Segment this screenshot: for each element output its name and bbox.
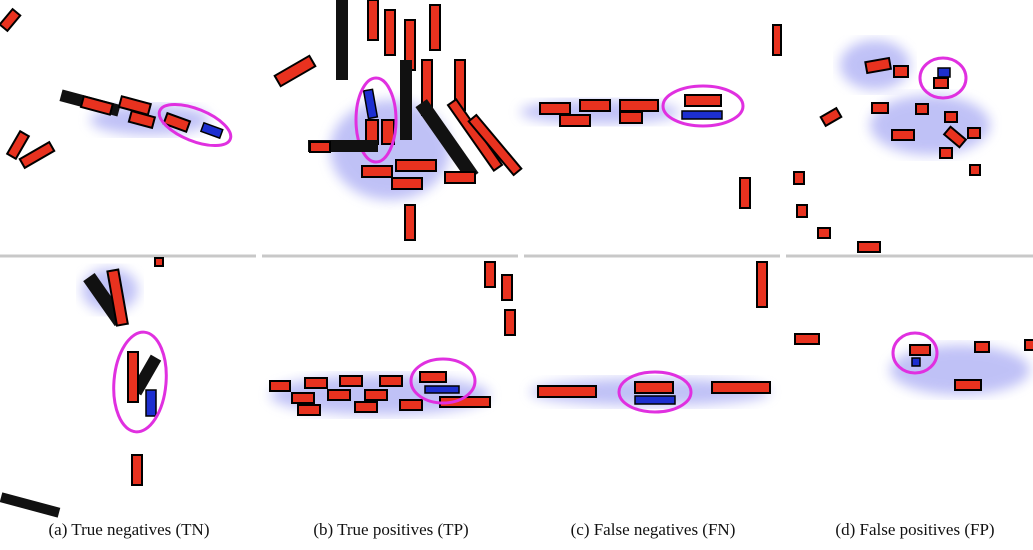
panels	[0, 0, 1033, 520]
caption: (d) False positives (FP)	[786, 520, 1033, 540]
scene-b-bottom	[270, 262, 515, 415]
scene-d-bottom	[795, 333, 1033, 395]
scene-b-top	[275, 0, 522, 240]
caption: (a) True negatives (TN)	[0, 520, 258, 540]
figure: (a) True negatives (TN) (b) True positiv…	[0, 0, 1033, 550]
scene-c-top	[520, 25, 781, 208]
caption: (b) True positives (TP)	[262, 520, 520, 540]
scene-a-top	[0, 9, 236, 168]
caption: (c) False negatives (FN)	[524, 520, 782, 540]
scene-d-top	[794, 40, 990, 252]
scene-a-bottom	[0, 258, 170, 518]
scene-c-bottom	[530, 262, 770, 412]
